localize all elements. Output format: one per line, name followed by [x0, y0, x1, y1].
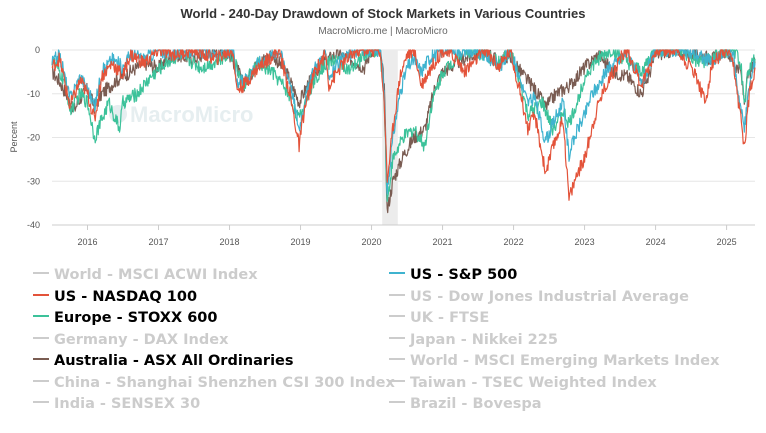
legend-swatch	[33, 293, 49, 296]
legend-swatch	[33, 272, 49, 275]
legend-swatch	[33, 401, 49, 404]
x-tick-label: 2016	[77, 237, 97, 247]
legend-label: US - Dow Jones Industrial Average	[410, 288, 690, 305]
legend-label: Germany - DAX Index	[54, 331, 229, 348]
legend-label: India - SENSEX 30	[54, 396, 201, 412]
x-tick-label: 2020	[362, 237, 382, 247]
y-tick-label: -30	[27, 176, 40, 186]
legend-item[interactable]: China - Shanghai Shenzhen CSI 300 Index	[33, 373, 395, 393]
legend-swatch	[389, 401, 405, 404]
legend-label: US - NASDAQ 100	[54, 288, 198, 305]
legend-swatch	[389, 358, 405, 361]
x-tick-label: 2022	[504, 237, 524, 247]
legend-item[interactable]: Taiwan - TSEC Weighted Index	[389, 373, 657, 393]
legend-label: World - MSCI Emerging Markets Index	[410, 353, 720, 369]
x-tick-label: 2024	[646, 237, 666, 247]
legend-item[interactable]: World - MSCI ACWI Index	[33, 265, 258, 285]
legend-label: US - S&P 500	[410, 267, 518, 283]
x-tick-label: 2019	[291, 237, 311, 247]
y-axis-label: Percent	[9, 121, 19, 153]
legend-label: Taiwan - TSEC Weighted Index	[410, 374, 657, 391]
legend-item[interactable]: Australia - ASX All Ordinaries	[33, 351, 294, 371]
legend-item[interactable]: Japan - Nikkei 225	[389, 330, 558, 350]
y-tick-label: -10	[27, 89, 40, 99]
series-line	[51, 49, 756, 201]
x-tick-label: 2023	[575, 237, 595, 247]
watermark-logo: MacroMicro	[130, 102, 253, 127]
legend-swatch	[389, 315, 405, 318]
legend-swatch	[389, 293, 405, 296]
legend-item[interactable]: Brazil - Bovespa	[389, 394, 542, 414]
legend-label: China - Shanghai Shenzhen CSI 300 Index	[54, 374, 395, 391]
legend-swatch	[33, 315, 49, 318]
legend-label: Japan - Nikkei 225	[410, 331, 558, 348]
legend-item[interactable]: US - NASDAQ 100	[33, 287, 197, 307]
legend-swatch	[389, 272, 405, 275]
legend-swatch	[33, 379, 49, 382]
legend-swatch	[389, 379, 405, 382]
legend-item[interactable]: Germany - DAX Index	[33, 330, 228, 350]
legend-label: Europe - STOXX 600	[54, 310, 218, 326]
legend-label: Brazil - Bovespa	[410, 396, 542, 412]
legend-item[interactable]: World - MSCI Emerging Markets Index	[389, 351, 719, 371]
legend-item[interactable]: UK - FTSE	[389, 308, 489, 328]
y-tick-label: -20	[27, 133, 40, 143]
legend-swatch	[33, 358, 49, 361]
legend-item[interactable]: Europe - STOXX 600	[33, 308, 218, 328]
legend-swatch	[389, 336, 405, 339]
legend-item[interactable]: India - SENSEX 30	[33, 394, 200, 414]
legend-swatch	[33, 336, 49, 339]
y-tick-label: -40	[27, 220, 40, 230]
y-tick-label: 0	[35, 45, 40, 55]
legend-label: UK - FTSE	[410, 310, 490, 326]
legend-item[interactable]: US - S&P 500	[389, 265, 517, 285]
x-tick-label: 2021	[433, 237, 453, 247]
chart-subtitle: MacroMicro.me | MacroMicro	[318, 26, 448, 37]
legend-label: World - MSCI ACWI Index	[54, 267, 258, 283]
chart-title: World - 240-Day Drawdown of Stock Market…	[180, 6, 586, 21]
legend-label: Australia - ASX All Ordinaries	[54, 353, 294, 369]
legend-item[interactable]: US - Dow Jones Industrial Average	[389, 287, 689, 307]
x-tick-label: 2018	[220, 237, 240, 247]
x-tick-label: 2025	[717, 237, 737, 247]
x-tick-label: 2017	[148, 237, 168, 247]
